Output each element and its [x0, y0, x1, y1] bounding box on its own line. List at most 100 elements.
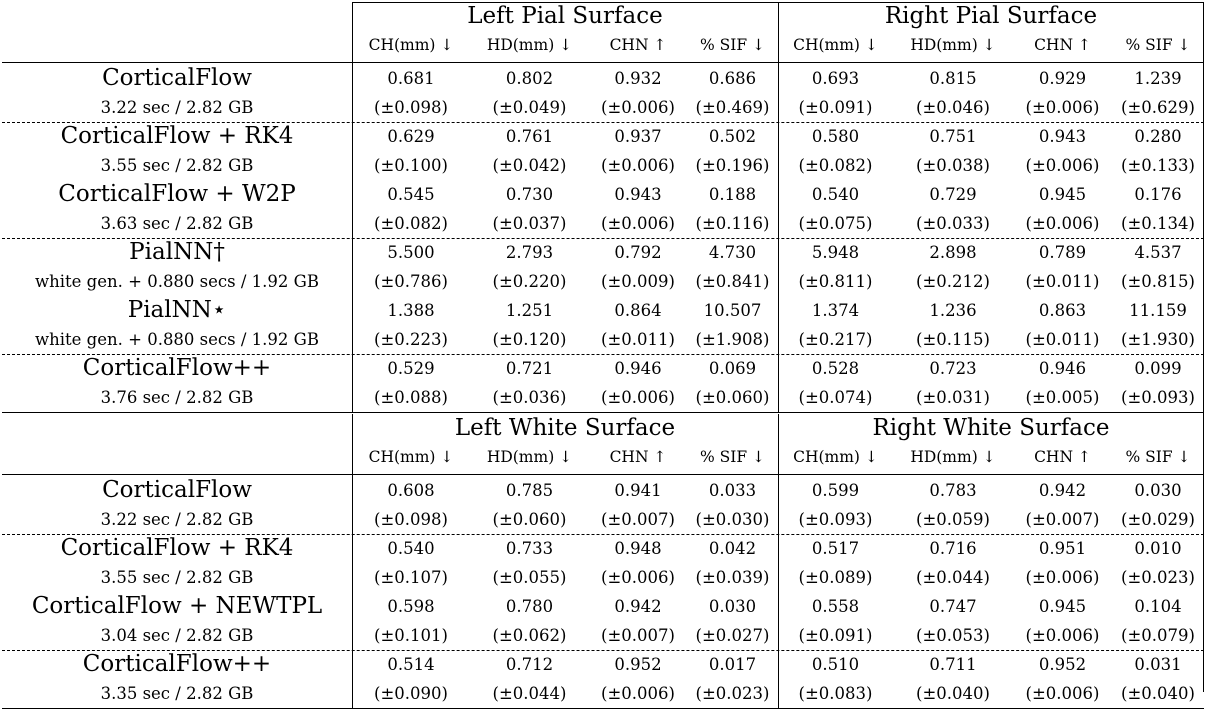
method-cost: 3.22 sec / 2.82 GB	[100, 98, 254, 117]
metric-value: 0.031	[1134, 655, 1182, 674]
metric-value: 0.863	[1038, 301, 1087, 320]
metric-std: (±0.042)	[492, 156, 567, 175]
method-cost: 3.04 sec / 2.82 GB	[100, 626, 254, 645]
metric-value: 0.176	[1134, 185, 1182, 204]
method-name: CorticalFlow	[102, 65, 252, 91]
metric-value: 0.529	[387, 359, 435, 378]
metric-header: CH(mm) ↓	[368, 36, 454, 54]
metric-value: 0.693	[811, 69, 860, 88]
metric-std: (±0.040)	[1121, 684, 1195, 703]
group-header-right: Right White Surface	[872, 415, 1110, 441]
metric-std: (±0.093)	[1121, 388, 1195, 407]
metric-std: (±0.116)	[695, 214, 770, 233]
metric-value: 0.946	[614, 359, 662, 378]
group-header-left: Left Pial Surface	[467, 3, 663, 29]
metric-header: HD(mm) ↓	[910, 36, 996, 54]
metric-std: (±0.059)	[916, 510, 990, 529]
metric-std: (±0.212)	[916, 272, 990, 291]
metric-value: 0.558	[811, 597, 860, 616]
metric-value: 4.537	[1134, 243, 1182, 262]
metric-std: (±0.089)	[798, 568, 873, 587]
metric-value: 0.789	[1038, 243, 1087, 262]
header-rule	[2, 474, 1204, 475]
metric-value: 0.932	[614, 69, 662, 88]
metric-std: (±0.107)	[374, 568, 448, 587]
metric-std: (±0.088)	[374, 388, 448, 407]
metric-value: 5.948	[811, 243, 860, 262]
metric-std: (±0.046)	[916, 98, 990, 117]
metric-std: (±0.006)	[1025, 156, 1100, 175]
metric-value: 0.599	[811, 481, 860, 500]
metric-value: 0.721	[505, 359, 554, 378]
metric-value: 10.507	[703, 301, 762, 320]
metric-std: (±0.062)	[492, 626, 567, 645]
method-name: CorticalFlow + W2P	[58, 181, 296, 207]
metric-value: 0.010	[1134, 539, 1182, 558]
metric-std: (±0.006)	[1025, 626, 1100, 645]
vrule	[778, 414, 779, 708]
metric-header: CHN ↑	[609, 36, 667, 54]
metric-std: (±0.090)	[374, 684, 448, 703]
metric-std: (±0.060)	[695, 388, 770, 407]
metric-value: 5.500	[387, 243, 435, 262]
header-rule	[2, 62, 1204, 63]
method-cost: white gen. + 0.880 secs / 1.92 GB	[35, 272, 319, 291]
metric-value: 0.608	[387, 481, 435, 500]
metric-std: (±0.039)	[695, 568, 770, 587]
metric-value: 0.502	[708, 127, 757, 146]
metric-std: (±0.786)	[374, 272, 448, 291]
metric-value: 0.780	[505, 597, 554, 616]
metric-value: 0.945	[1038, 185, 1087, 204]
metric-value: 0.280	[1134, 127, 1182, 146]
metric-value: 0.540	[811, 185, 860, 204]
metric-std: (±0.006)	[1025, 214, 1100, 233]
method-cost: 3.35 sec / 2.82 GB	[100, 684, 254, 703]
metric-value: 1.251	[505, 301, 554, 320]
method-cost: white gen. + 0.880 secs / 1.92 GB	[35, 330, 319, 349]
metric-std: (±0.841)	[695, 272, 770, 291]
group-header-right: Right Pial Surface	[884, 3, 1098, 29]
metric-std: (±0.053)	[916, 626, 990, 645]
dashed-rule	[2, 650, 1204, 651]
metric-value: 0.017	[708, 655, 757, 674]
metric-value: 0.761	[505, 127, 554, 146]
metric-value: 0.747	[929, 597, 977, 616]
metric-std: (±0.049)	[492, 98, 567, 117]
metric-value: 0.030	[708, 597, 757, 616]
metric-std: (±0.196)	[695, 156, 770, 175]
metric-value: 0.751	[929, 127, 977, 146]
metric-std: (±0.082)	[374, 214, 448, 233]
metric-std: (±0.005)	[1025, 388, 1100, 407]
metric-value: 0.510	[811, 655, 860, 674]
metric-value: 11.159	[1129, 301, 1187, 320]
method-cost: 3.22 sec / 2.82 GB	[100, 510, 254, 529]
metric-value: 0.042	[708, 539, 757, 558]
metric-std: (±0.006)	[1025, 568, 1100, 587]
dashed-rule	[2, 122, 1204, 123]
metric-value: 0.540	[387, 539, 435, 558]
metric-std: (±0.036)	[492, 388, 567, 407]
metric-std: (±0.006)	[601, 568, 675, 587]
metric-value: 0.545	[387, 185, 435, 204]
dashed-rule	[2, 238, 1204, 239]
metric-value: 0.783	[929, 481, 977, 500]
metric-value: 4.730	[708, 243, 757, 262]
method-name: CorticalFlow + RK4	[60, 535, 294, 561]
metric-std: (±0.091)	[798, 98, 873, 117]
block-rule	[2, 412, 1204, 413]
metric-header: CHN ↑	[609, 448, 667, 466]
metric-value: 0.580	[811, 127, 860, 146]
metric-value: 0.069	[708, 359, 757, 378]
method-name: CorticalFlow + NEWTPL	[31, 593, 323, 619]
metric-std: (±0.027)	[695, 626, 770, 645]
group-header-left: Left White Surface	[454, 415, 676, 441]
metric-value: 0.681	[387, 69, 435, 88]
metric-value: 0.951	[1038, 539, 1087, 558]
metric-value: 2.898	[929, 243, 977, 262]
metric-header: CHN ↑	[1034, 448, 1091, 466]
metric-std: (±0.006)	[1025, 684, 1100, 703]
metric-value: 0.033	[708, 481, 757, 500]
metric-std: (±0.011)	[1025, 272, 1100, 291]
metric-value: 1.239	[1134, 69, 1182, 88]
metric-std: (±0.023)	[1121, 568, 1195, 587]
